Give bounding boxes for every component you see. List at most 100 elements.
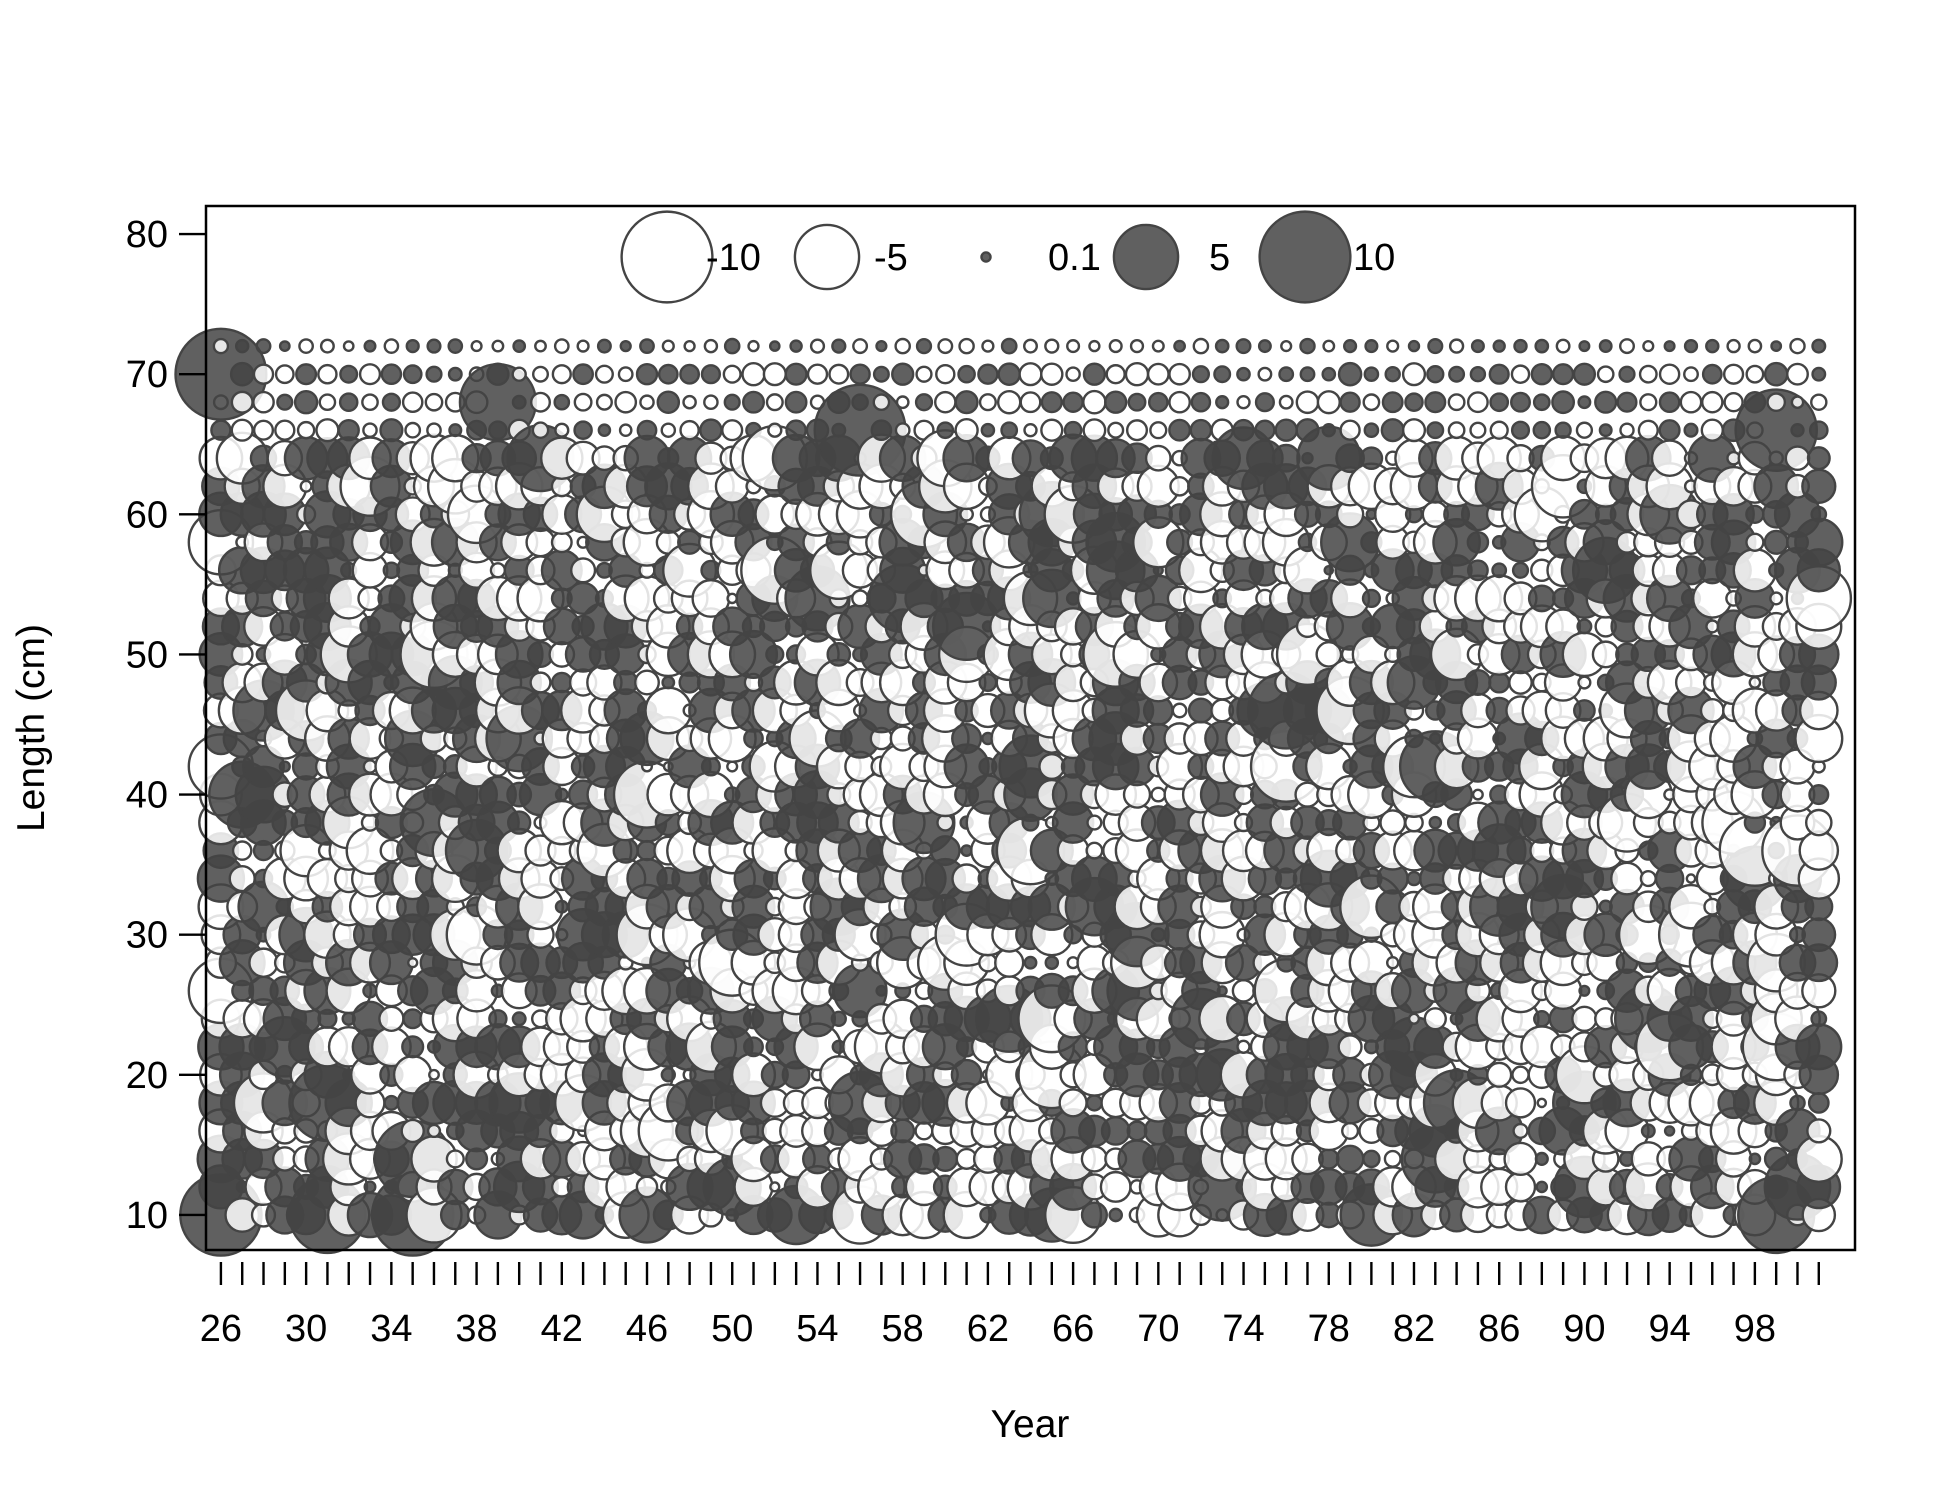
residual-bubble bbox=[896, 423, 909, 436]
residual-bubble bbox=[640, 339, 653, 352]
residual-bubble bbox=[1273, 445, 1299, 471]
residual-bubble bbox=[786, 392, 806, 412]
residual-bubble bbox=[276, 365, 293, 382]
residual-bubble bbox=[1473, 790, 1483, 800]
residual-bubble bbox=[1237, 368, 1249, 380]
residual-bubble bbox=[874, 367, 889, 382]
residual-bubble bbox=[1472, 340, 1484, 352]
residual-bubble bbox=[1471, 423, 1486, 438]
x-tick-label: 34 bbox=[370, 1308, 412, 1350]
residual-bubble bbox=[1082, 1146, 1107, 1171]
residual-bubble bbox=[404, 366, 421, 383]
residual-bubble bbox=[1660, 420, 1680, 440]
residual-bubble bbox=[449, 424, 461, 436]
residual-bubble bbox=[1318, 391, 1340, 413]
residual-bubble bbox=[1082, 1203, 1107, 1228]
residual-bubble bbox=[832, 340, 845, 353]
residual-bubble bbox=[344, 341, 353, 350]
residual-bubble bbox=[1169, 392, 1189, 412]
residual-bubble bbox=[1534, 395, 1549, 410]
x-tick-label: 38 bbox=[455, 1308, 497, 1350]
residual-bubble bbox=[447, 1151, 464, 1168]
residual-bubble bbox=[658, 392, 679, 413]
residual-bubble bbox=[1809, 1093, 1828, 1112]
x-tick-label: 26 bbox=[200, 1308, 242, 1350]
residual-bubble bbox=[980, 674, 997, 691]
residual-bubble bbox=[1639, 421, 1658, 440]
residual-bubble bbox=[533, 367, 548, 382]
residual-bubble bbox=[959, 366, 975, 382]
residual-bubble bbox=[535, 341, 545, 351]
residual-bubble bbox=[1300, 339, 1314, 353]
residual-bubble bbox=[700, 420, 721, 441]
residual-bubble bbox=[1676, 668, 1706, 698]
residual-bubble bbox=[402, 1120, 424, 1142]
residual-bubble bbox=[363, 424, 376, 437]
residual-bubble bbox=[933, 1147, 957, 1171]
residual-bubble bbox=[1150, 422, 1166, 438]
residual-bubble bbox=[1572, 1007, 1596, 1031]
residual-bubble bbox=[1600, 340, 1612, 352]
residual-bubble bbox=[766, 646, 783, 663]
residual-bubble bbox=[1342, 1123, 1358, 1139]
residual-bubble bbox=[1363, 1151, 1379, 1167]
residual-bubble bbox=[702, 758, 720, 776]
residual-bubble bbox=[1233, 980, 1254, 1001]
residual-bubble bbox=[1087, 843, 1103, 859]
residual-bubble bbox=[1339, 1035, 1362, 1058]
residual-bubble bbox=[725, 339, 739, 353]
residual-bubble bbox=[1593, 642, 1619, 668]
residual-bubble bbox=[1578, 620, 1592, 634]
residual-bubble bbox=[1790, 1096, 1804, 1110]
residual-bubble bbox=[638, 421, 656, 439]
residual-bubble bbox=[1170, 477, 1188, 495]
residual-bubble bbox=[1536, 1153, 1548, 1165]
residual-bubble bbox=[214, 339, 228, 353]
legend-bubble bbox=[622, 212, 713, 303]
residual-bubble bbox=[1449, 367, 1464, 382]
x-tick-label: 58 bbox=[882, 1308, 924, 1350]
residual-bubble bbox=[1361, 448, 1382, 469]
residual-bubble bbox=[405, 423, 419, 437]
residual-bubble bbox=[1724, 365, 1743, 384]
residual-bubble bbox=[320, 395, 335, 410]
residual-bubble bbox=[1233, 420, 1253, 440]
residual-bubble bbox=[1795, 519, 1842, 566]
y-axis-label: Length (cm) bbox=[10, 624, 53, 832]
y-tick-label: 50 bbox=[126, 634, 168, 676]
residual-bubble bbox=[1024, 340, 1037, 353]
residual-bubble bbox=[767, 394, 783, 410]
residual-bubble bbox=[1556, 423, 1571, 438]
residual-bubble bbox=[379, 1007, 403, 1031]
residual-bubble bbox=[1529, 586, 1554, 611]
x-tick-label: 86 bbox=[1478, 1308, 1520, 1350]
x-tick-label: 74 bbox=[1222, 1308, 1264, 1350]
residual-bubble bbox=[956, 391, 978, 413]
residual-bubble bbox=[1238, 1041, 1250, 1053]
residual-bubble bbox=[1110, 1209, 1122, 1221]
residual-bubble bbox=[1702, 420, 1723, 441]
residual-bubble bbox=[982, 424, 994, 436]
residual-bubble bbox=[403, 1010, 422, 1029]
residual-bubble bbox=[491, 563, 505, 577]
residual-bubble bbox=[1786, 447, 1809, 470]
x-tick-label: 82 bbox=[1393, 1308, 1435, 1350]
residual-bubble bbox=[1169, 364, 1189, 384]
residual-bubble bbox=[851, 365, 870, 384]
residual-bubble bbox=[722, 420, 742, 440]
residual-bubble bbox=[684, 396, 696, 408]
residual-bubble bbox=[1169, 420, 1189, 440]
residual-bubble bbox=[555, 395, 569, 409]
x-tick-label: 90 bbox=[1563, 1308, 1605, 1350]
residual-bubble bbox=[383, 394, 400, 411]
residual-bubble bbox=[1787, 364, 1807, 384]
residual-bubble bbox=[596, 366, 613, 383]
residual-bubble bbox=[426, 394, 442, 410]
residual-bubble bbox=[1706, 340, 1718, 352]
residual-bubble bbox=[555, 424, 568, 437]
residual-bubble bbox=[1084, 419, 1106, 441]
residual-bubble bbox=[1579, 677, 1591, 689]
residual-bubble bbox=[1365, 368, 1378, 381]
residual-bubble bbox=[1428, 339, 1442, 353]
x-tick-label: 50 bbox=[711, 1308, 753, 1350]
